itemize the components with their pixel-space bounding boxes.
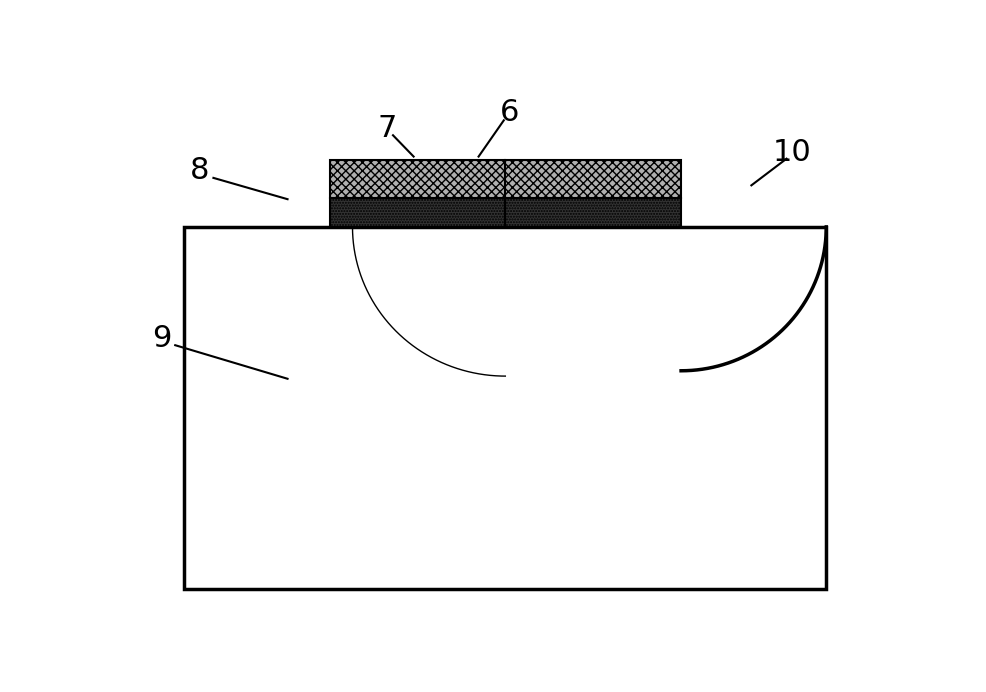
Text: 10: 10	[772, 138, 811, 167]
Text: 7: 7	[378, 113, 396, 143]
Bar	[329, 161, 681, 198]
Bar	[329, 198, 681, 227]
Text: 8: 8	[190, 156, 209, 185]
Bar	[184, 227, 826, 590]
Text: 6: 6	[500, 98, 519, 127]
Text: 9: 9	[152, 325, 172, 354]
